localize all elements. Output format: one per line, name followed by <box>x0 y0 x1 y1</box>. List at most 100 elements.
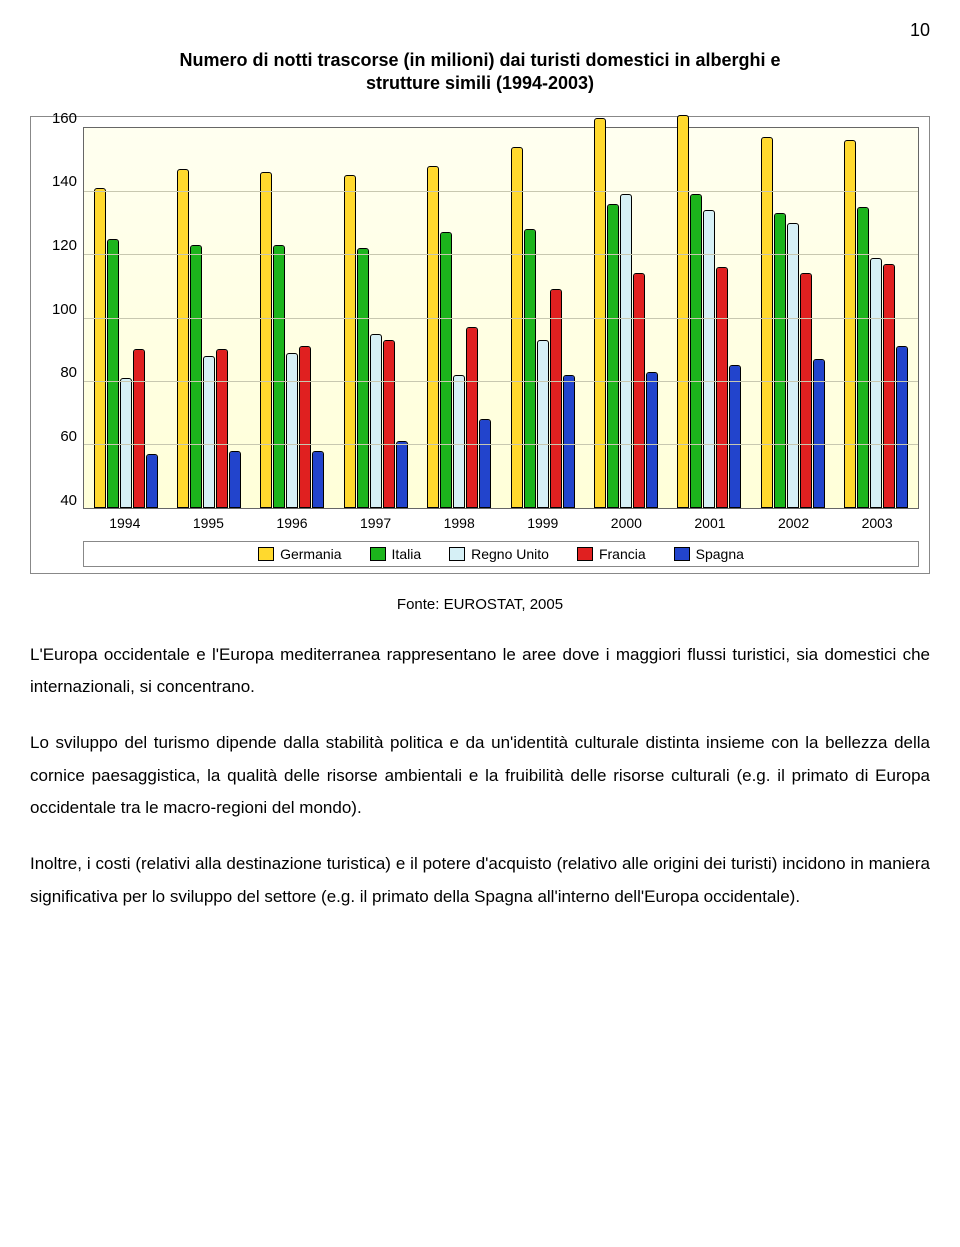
legend: Germania Italia Regno Unito Francia Spagna <box>83 541 919 567</box>
bar <box>550 289 562 508</box>
x-tick: 1995 <box>193 515 224 531</box>
bar <box>357 248 369 508</box>
bar <box>120 378 132 508</box>
bar <box>883 264 895 508</box>
chart-title-line2: strutture simili (1994-2003) <box>366 73 594 93</box>
bar <box>312 451 324 508</box>
bar <box>273 245 285 508</box>
bar <box>787 223 799 508</box>
x-tick: 1999 <box>527 515 558 531</box>
legend-label: Germania <box>280 546 341 562</box>
legend-item: Germania <box>258 546 341 562</box>
bar <box>286 353 298 508</box>
paragraph-2: Lo sviluppo del turismo dipende dalla st… <box>30 727 930 824</box>
legend-swatch <box>577 547 593 561</box>
bar <box>511 147 523 508</box>
legend-swatch <box>449 547 465 561</box>
bar <box>870 258 882 508</box>
legend-item: Regno Unito <box>449 546 549 562</box>
legend-item: Italia <box>370 546 422 562</box>
gridline <box>84 381 918 382</box>
legend-label: Regno Unito <box>471 546 549 562</box>
bar <box>774 213 786 508</box>
plot-wrap: 160140120100806040 <box>41 127 919 509</box>
bar-group <box>844 140 908 507</box>
bar <box>800 273 812 507</box>
y-axis: 160140120100806040 <box>41 127 83 509</box>
x-tick: 2001 <box>694 515 725 531</box>
bar <box>190 245 202 508</box>
bar <box>94 188 106 508</box>
bar <box>537 340 549 508</box>
bar <box>633 273 645 507</box>
bar-group <box>594 118 658 508</box>
gridline <box>84 254 918 255</box>
x-tick: 2002 <box>778 515 809 531</box>
page-number: 10 <box>30 20 930 41</box>
chart-container: 160140120100806040 199419951996199719981… <box>30 116 930 574</box>
bar <box>440 232 452 508</box>
legend-swatch <box>370 547 386 561</box>
bar-group <box>511 147 575 508</box>
gridline <box>84 191 918 192</box>
gridline <box>84 444 918 445</box>
chart-title: Numero di notti trascorse (in milioni) d… <box>30 49 930 96</box>
x-tick: 1994 <box>109 515 140 531</box>
bar <box>383 340 395 508</box>
bar <box>299 346 311 508</box>
bar <box>396 441 408 508</box>
bar <box>607 204 619 508</box>
bar <box>344 175 356 508</box>
bar <box>177 169 189 508</box>
bar <box>716 267 728 508</box>
bar <box>646 372 658 508</box>
bar <box>466 327 478 508</box>
paragraph-3: Inoltre, i costi (relativi alla destinaz… <box>30 848 930 913</box>
bar <box>563 375 575 508</box>
x-axis: 1994 1995 1996 1997 1998 1999 2000 2001 2002 2003 <box>83 515 919 531</box>
x-tick: 1996 <box>276 515 307 531</box>
bar <box>453 375 465 508</box>
legend-label: Spagna <box>696 546 744 562</box>
plot-area <box>83 127 919 509</box>
bar <box>690 194 702 508</box>
bar <box>107 239 119 508</box>
bar <box>203 356 215 508</box>
x-tick: 1998 <box>444 515 475 531</box>
chart-source: Fonte: EUROSTAT, 2005 <box>30 596 930 613</box>
legend-swatch <box>674 547 690 561</box>
bar-group <box>427 166 491 508</box>
bar-group <box>344 175 408 508</box>
bar <box>896 346 908 508</box>
x-tick: 2003 <box>862 515 893 531</box>
bar <box>594 118 606 508</box>
bar-group <box>761 137 825 508</box>
bar <box>620 194 632 508</box>
bar <box>524 229 536 508</box>
bar <box>729 365 741 508</box>
chart-title-line1: Numero di notti trascorse (in milioni) d… <box>179 50 780 70</box>
bar-group <box>260 172 324 508</box>
bar <box>761 137 773 508</box>
legend-item: Spagna <box>674 546 744 562</box>
bar <box>427 166 439 508</box>
bar <box>260 172 272 508</box>
bar <box>677 115 689 508</box>
bar-group <box>677 115 741 508</box>
bar <box>370 334 382 508</box>
paragraph-1: L'Europa occidentale e l'Europa mediterr… <box>30 639 930 704</box>
bar <box>857 207 869 508</box>
gridline <box>84 318 918 319</box>
legend-item: Francia <box>577 546 646 562</box>
bar <box>133 349 145 507</box>
legend-label: Italia <box>392 546 422 562</box>
bar <box>844 140 856 507</box>
x-tick: 1997 <box>360 515 391 531</box>
bar-group <box>177 169 241 508</box>
bar <box>479 419 491 508</box>
bar <box>229 451 241 508</box>
legend-swatch <box>258 547 274 561</box>
bar-group <box>94 188 158 508</box>
bar <box>146 454 158 508</box>
x-tick: 2000 <box>611 515 642 531</box>
